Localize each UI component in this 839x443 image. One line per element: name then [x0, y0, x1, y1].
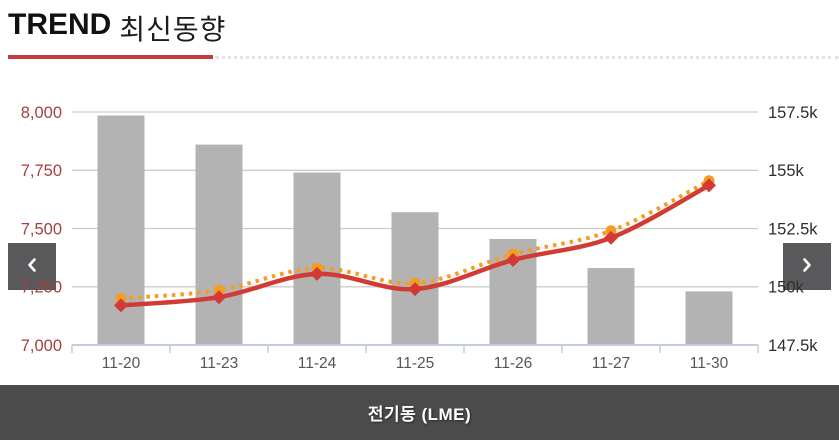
line-marker-circle — [213, 284, 225, 296]
price-bar — [489, 239, 537, 345]
price-bar — [391, 212, 439, 345]
line-marker-diamond — [212, 290, 226, 305]
price-bar — [587, 268, 635, 345]
price-bar — [97, 115, 145, 345]
title-korean: 최신동향 — [119, 14, 227, 45]
line-marker-diamond — [702, 178, 716, 193]
x-axis-label: 11-24 — [298, 355, 337, 372]
x-axis-label: 11-23 — [200, 355, 239, 372]
x-axis-label: 11-26 — [494, 355, 533, 372]
line-marker-circle — [409, 277, 421, 289]
title-underline-red — [8, 55, 213, 59]
page-title: TREND 최신동향 — [8, 8, 839, 52]
title-underline-dotted — [215, 55, 839, 59]
title-underline — [8, 54, 839, 60]
prev-button[interactable] — [8, 243, 56, 290]
line-marker-circle — [507, 248, 519, 260]
right-axis-tick-label: 157.5k — [768, 104, 818, 122]
line-marker-diamond — [114, 298, 128, 313]
price-bar — [195, 144, 243, 345]
line-marker-diamond — [310, 266, 324, 281]
chevron-left-icon — [24, 256, 40, 277]
commodity-bar: 전기동 (LME) — [0, 385, 839, 440]
title-trend: TREND — [8, 8, 112, 41]
line-marker-circle — [311, 262, 323, 274]
inventory-line-solid — [120, 183, 711, 308]
right-axis-tick-label: 152.5k — [768, 220, 818, 238]
line-marker-diamond — [604, 230, 618, 245]
next-button[interactable] — [783, 243, 831, 290]
line-marker-circle — [115, 292, 127, 304]
commodity-label: 전기동 (LME) — [367, 405, 472, 424]
right-axis-tick-label: 155k — [768, 162, 805, 180]
left-axis-tick-label: 7,500 — [21, 220, 62, 238]
line-marker-circle — [703, 175, 715, 187]
line-marker-diamond — [408, 282, 422, 297]
x-axis-label: 11-30 — [690, 355, 729, 372]
line-marker-circle — [605, 225, 617, 237]
x-axis-label: 11-25 — [396, 355, 435, 372]
left-axis-tick-label: 8,000 — [21, 104, 62, 122]
x-axis-label: 11-27 — [592, 355, 631, 372]
left-axis-tick-label: 7,000 — [21, 337, 62, 355]
price-bar — [293, 172, 341, 345]
chevron-right-icon — [799, 256, 815, 277]
right-axis-tick-label: 147.5k — [768, 337, 818, 355]
price-bar — [685, 291, 733, 345]
x-axis-label: 11-20 — [102, 355, 141, 372]
inventory-line-dotted — [120, 178, 710, 301]
line-marker-diamond — [506, 253, 520, 267]
left-axis-tick-label: 7,750 — [21, 162, 62, 180]
